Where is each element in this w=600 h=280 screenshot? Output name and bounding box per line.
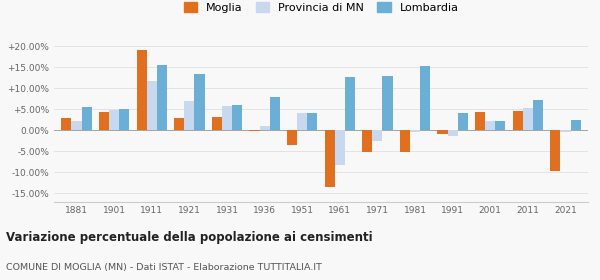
Text: COMUNE DI MOGLIA (MN) - Dati ISTAT - Elaborazione TUTTITALIA.IT: COMUNE DI MOGLIA (MN) - Dati ISTAT - Ela…: [6, 263, 322, 272]
Bar: [82, 107, 92, 130]
Bar: [485, 121, 496, 130]
Bar: [99, 112, 109, 130]
Bar: [400, 130, 410, 152]
Bar: [448, 130, 458, 136]
Bar: [61, 118, 71, 130]
Bar: [269, 97, 280, 130]
Bar: [71, 120, 82, 130]
Bar: [475, 112, 485, 130]
Bar: [496, 122, 505, 130]
Bar: [109, 110, 119, 130]
Bar: [437, 130, 448, 134]
Bar: [287, 130, 297, 145]
Bar: [157, 65, 167, 130]
Bar: [222, 106, 232, 130]
Bar: [184, 101, 194, 130]
Bar: [458, 113, 468, 130]
Bar: [307, 113, 317, 130]
Bar: [533, 100, 543, 130]
Bar: [512, 111, 523, 130]
Bar: [250, 130, 260, 131]
Text: Variazione percentuale della popolazione ai censimenti: Variazione percentuale della popolazione…: [6, 231, 373, 244]
Bar: [362, 130, 373, 152]
Bar: [260, 126, 269, 130]
Bar: [373, 130, 382, 141]
Bar: [174, 118, 184, 130]
Legend: Moglia, Provincia di MN, Lombardia: Moglia, Provincia di MN, Lombardia: [184, 2, 458, 13]
Bar: [212, 117, 222, 130]
Bar: [571, 120, 581, 130]
Bar: [194, 74, 205, 130]
Bar: [523, 108, 533, 130]
Bar: [232, 105, 242, 130]
Bar: [560, 130, 571, 132]
Bar: [345, 77, 355, 130]
Bar: [550, 130, 560, 171]
Bar: [119, 109, 130, 130]
Bar: [325, 130, 335, 187]
Bar: [410, 130, 420, 132]
Bar: [146, 81, 157, 130]
Bar: [137, 50, 146, 130]
Bar: [297, 113, 307, 130]
Bar: [420, 66, 430, 130]
Bar: [382, 76, 392, 130]
Bar: [335, 130, 345, 165]
